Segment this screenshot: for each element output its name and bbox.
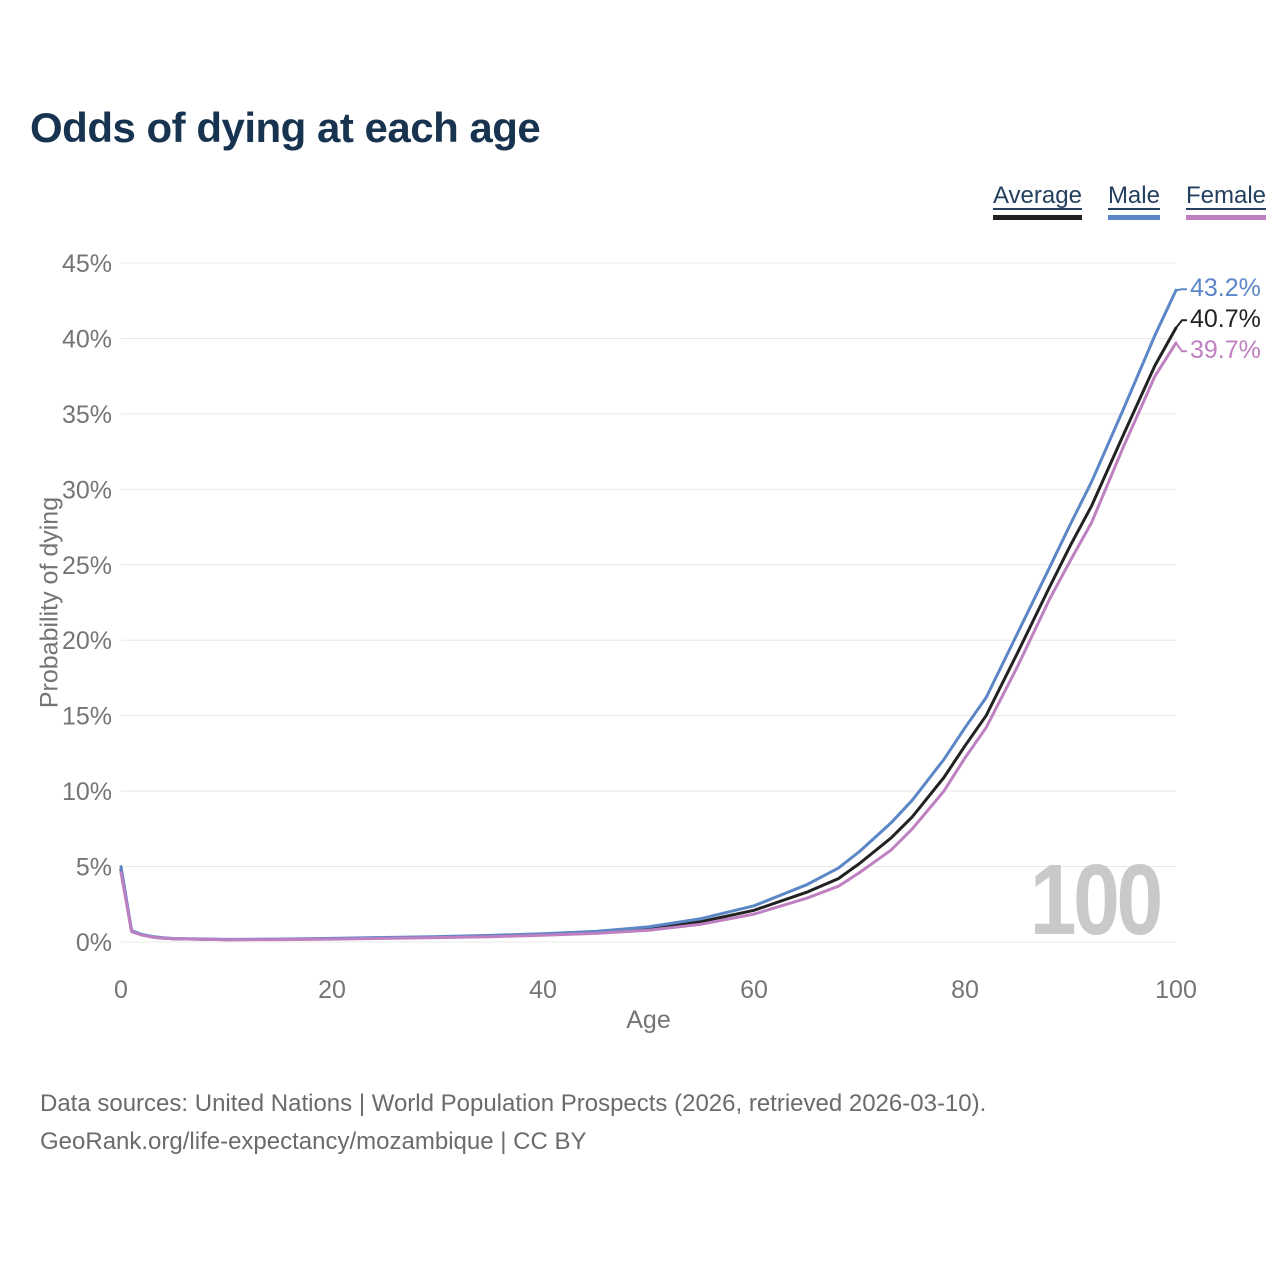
plot-svg: 0% 5% 10% 15% 20% 25% 30% 35% 40% 45% 0 20 40 60 80 100 (62, 250, 1197, 1004)
legend: Average Male Female (992, 182, 1266, 220)
x-tick-label: 40 (529, 976, 557, 1004)
series-line-male (119, 288, 1178, 941)
x-tick-label: 0 (114, 976, 128, 1004)
x-tick-label: 20 (318, 976, 346, 1004)
legend-label-female: Female (1185, 182, 1266, 209)
y-tick-label: 45% (62, 250, 112, 278)
x-tick-label: 100 (1155, 976, 1197, 1004)
source-line-1: Data sources: United Nations | World Pop… (40, 1090, 987, 1117)
legend-swatch-female (1185, 215, 1266, 220)
legend-item-female[interactable]: Female (1185, 182, 1266, 220)
y-axis-title: Probability of dying (35, 496, 64, 709)
x-tick-label: 80 (951, 976, 979, 1004)
y-tick-label: 5% (76, 854, 112, 882)
legend-swatch-male (1107, 215, 1160, 220)
end-label-female: 39.7% (1190, 336, 1261, 365)
legend-swatch-average (992, 215, 1082, 220)
legend-item-male[interactable]: Male (1107, 182, 1160, 220)
end-label-male: 43.2% (1190, 274, 1261, 303)
y-tick-label: 35% (62, 401, 112, 429)
legend-label-male: Male (1107, 182, 1160, 209)
end-label-connector (1175, 288, 1187, 292)
source-attribution: Data sources: United Nations | World Pop… (40, 1085, 986, 1161)
y-tick-label: 40% (62, 325, 112, 353)
y-tick-label: 20% (62, 627, 112, 655)
y-tick-label: 15% (62, 703, 112, 731)
source-line-2: GeoRank.org/life-expectancy/mozambique |… (40, 1128, 587, 1155)
series-line-female (119, 341, 1178, 942)
watermark-age-100: 100 (1029, 844, 1163, 956)
legend-label-average: Average (992, 182, 1082, 209)
legend-item-average[interactable]: Average (992, 182, 1082, 220)
y-tick-label: 25% (62, 552, 112, 580)
end-label-average: 40.7% (1190, 305, 1261, 334)
y-tick-label: 10% (62, 778, 112, 806)
x-tick-label: 60 (740, 976, 768, 1004)
x-axis-title: Age (626, 1006, 671, 1034)
chart-title: Odds of dying at each age (30, 104, 541, 151)
end-label-connector (1175, 342, 1187, 353)
y-tick-label: 30% (62, 476, 112, 504)
y-tick-label: 0% (76, 929, 112, 957)
end-label-connector (1175, 319, 1187, 329)
